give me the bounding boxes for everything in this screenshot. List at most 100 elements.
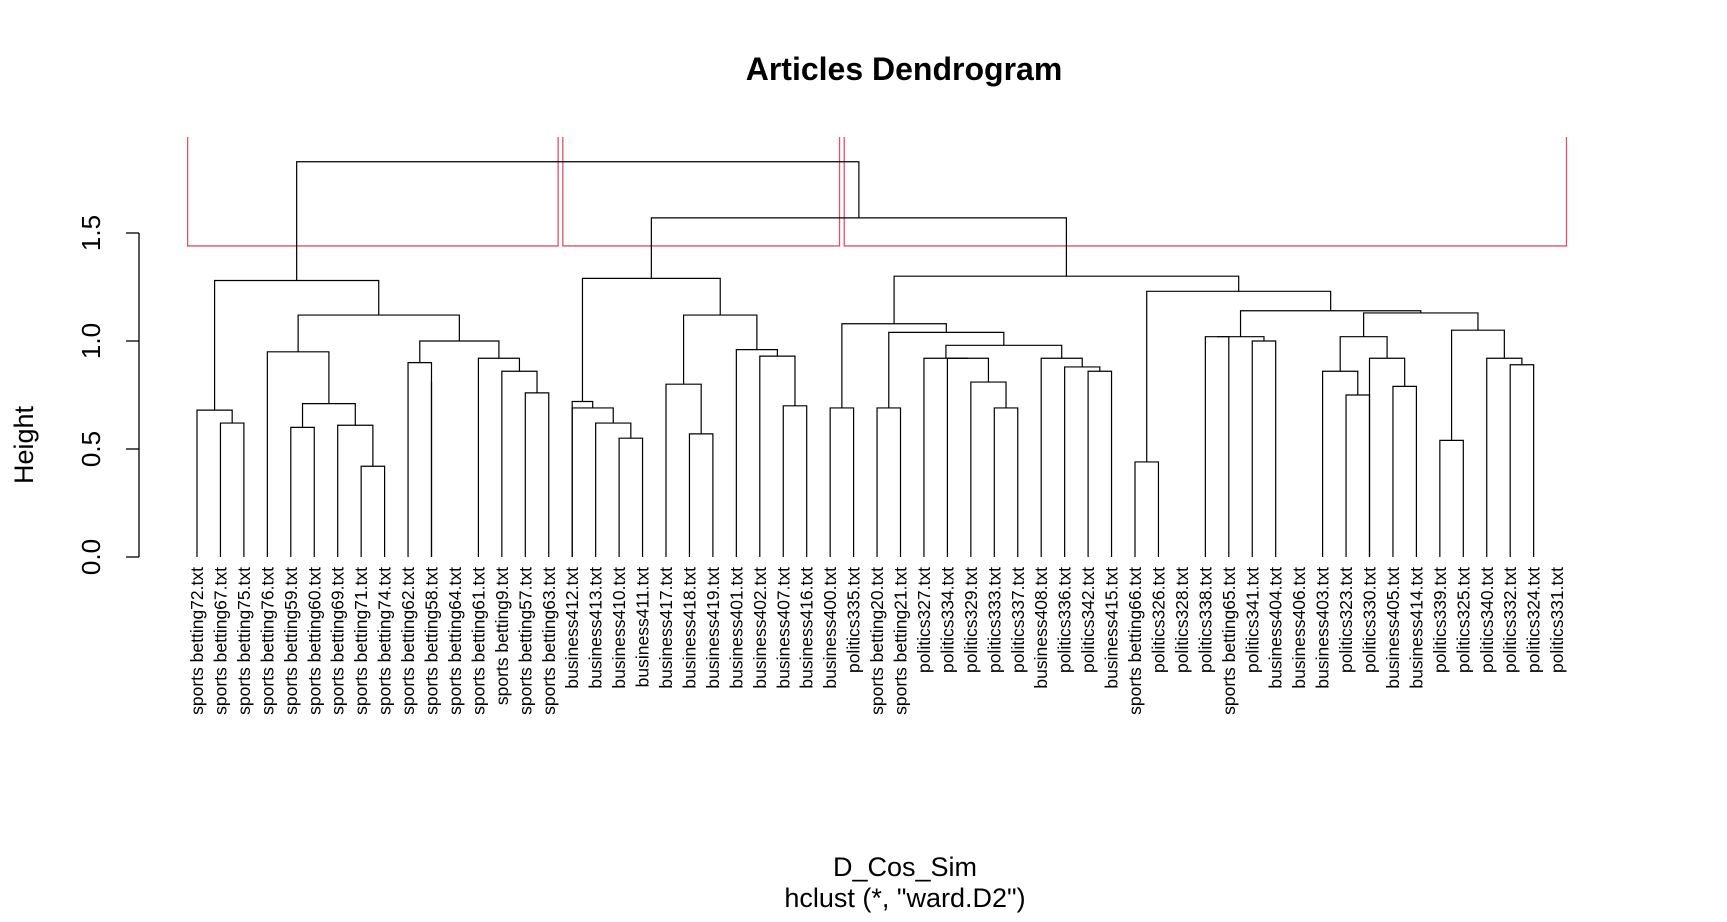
leaf-label: sports betting58.txt [422,567,442,715]
leaf-label: sports betting9.txt [492,567,512,705]
leaf-label: business405.txt [1383,567,1403,689]
dendrogram-link [688,433,714,557]
dendrogram-link [524,392,550,557]
dendrogram-link [1146,290,1332,462]
dendrogram-link [618,437,644,557]
dendrogram-link [571,400,594,557]
dendrogram-link [219,422,245,557]
leaf-label: sports betting63.txt [539,567,559,715]
y-tick-label: 0.0 [76,539,106,575]
dendrogram-link [477,357,521,557]
cluster-cut-box [186,137,559,247]
dendrogram-link [1040,357,1083,557]
leaf-label: sports betting65.txt [1219,567,1239,715]
leaf-label: business400.txt [820,567,840,689]
dendrogram-link [360,465,386,557]
y-tick-label: 1.5 [76,215,106,251]
leaf-label: politics325.txt [1453,567,1473,673]
dendrogram-link [1134,461,1160,557]
dendrogram-link [1509,364,1535,557]
dendrogram-link [337,424,374,557]
cluster-cut-box [562,137,841,247]
x-axis-sublabel: hclust (*, "ward.D2") [784,883,1025,913]
leaf-label: business408.txt [1031,567,1051,689]
dendrogram-link [297,314,460,352]
leaf-label: sports betting62.txt [398,567,418,715]
leaf-label: business413.txt [586,567,606,689]
y-axis-label: Height [9,405,39,484]
cluster-cut-box [843,137,1568,247]
dendrogram-link [893,275,1240,324]
leaf-label: sports betting74.txt [375,567,395,715]
y-tick-label: 1.0 [76,323,106,359]
dendrogram-link [665,383,702,557]
leaf-label: sports betting57.txt [515,567,535,715]
leaf-label: business401.txt [726,567,746,689]
dendrogram-link [1339,336,1388,372]
x-axis-label: D_Cos_Sim [833,852,977,882]
leaf-label: politics334.txt [937,567,957,673]
leaf-label: politics329.txt [961,567,981,673]
dendrogram-link [301,403,356,428]
dendrogram-link [419,340,500,363]
leaf-label: sports betting61.txt [468,567,488,715]
leaf-label: politics332.txt [1500,567,1520,673]
dendrogram-link [993,407,1019,557]
leaf-label: business406.txt [1289,567,1309,689]
dendrogram-link [296,161,860,281]
leaf-label: politics335.txt [844,567,864,673]
dendrogram-link [1363,312,1479,337]
leaf-label: sports betting64.txt [445,567,465,715]
dendrogram-link [501,370,538,557]
leaf-label: sports betting59.txt [281,567,301,715]
leaf-label: business414.txt [1406,567,1426,689]
dendrogram-link [1322,370,1359,557]
dendrogram-link [759,355,796,557]
dendrogram-link [595,422,632,557]
leaf-label: business404.txt [1266,567,1286,689]
leaf-label: sports betting20.txt [867,567,887,715]
leaf-label: sports betting66.txt [1125,567,1145,715]
leaf-label: business416.txt [797,567,817,689]
leaf-label: sports betting72.txt [187,567,207,715]
leaf-label: politics323.txt [1336,567,1356,673]
leaf-label: politics330.txt [1360,567,1380,673]
dendrogram-link [876,407,902,557]
chart-title: Articles Dendrogram [746,51,1063,87]
dendrogram-link [1486,357,1523,557]
dendrogram-link [1217,336,1265,341]
leaf-label: business418.txt [679,567,699,689]
leaf-labels: sports betting72.txt sports betting67.txt… [187,567,1567,715]
dendrogram-link [650,217,1067,279]
leaf-label: business410.txt [609,567,629,689]
dendrogram-link [266,351,330,557]
dendrogram-link [1064,366,1101,557]
dendrogram-link [196,409,233,557]
leaf-label: business412.txt [562,567,582,689]
leaf-label: sports betting75.txt [234,567,254,715]
leaf-label: business402.txt [750,567,770,689]
leaf-label: politics327.txt [914,567,934,673]
dendrogram-link [1204,336,1230,557]
y-axis: 0.0 0.5 1.0 1.5 [76,215,140,575]
dendrogram-link [782,405,808,557]
leaf-label: politics324.txt [1524,567,1544,673]
leaf-label: business407.txt [773,567,793,689]
dendrogram-links [196,161,1535,557]
leaf-label: sports betting76.txt [257,567,277,715]
leaf-label: business415.txt [1102,567,1122,689]
dendrogram-link [946,357,990,557]
leaf-label: business403.txt [1313,567,1333,689]
dendrogram-link [1439,439,1464,557]
dendrogram-link [735,349,778,557]
cluster-cut-rectangles [186,137,1568,247]
dendrogram-link [571,407,614,557]
dendrogram-link [1251,340,1277,557]
dendrogram-link [829,407,855,557]
y-tick-label: 0.5 [76,431,106,467]
dendrogram-link [923,357,968,557]
leaf-label: politics333.txt [984,567,1004,673]
dendrogram-link [1450,329,1505,441]
